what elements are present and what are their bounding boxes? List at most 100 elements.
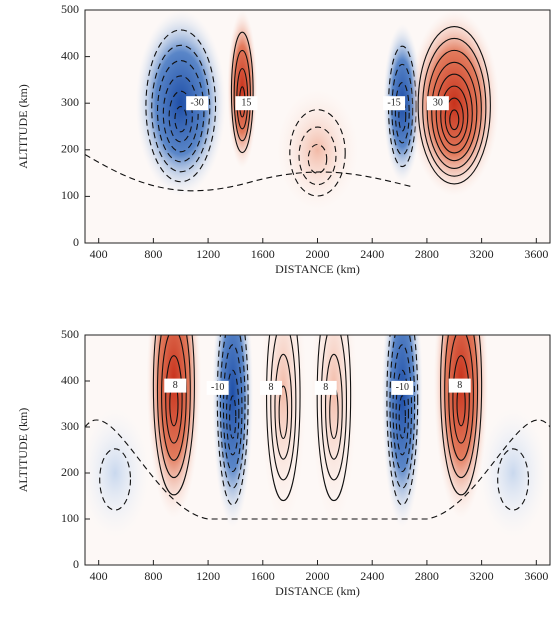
y-tick-label: 100 [61,511,79,525]
field [85,335,550,565]
x-tick-label: 1600 [251,569,275,583]
contour-label: 8 [457,380,462,391]
contour-line [156,335,191,479]
x-tick-label: 400 [90,569,108,583]
contour-line [151,44,211,173]
y-tick-label: 200 [61,465,79,479]
contour-line [435,73,473,154]
contour-line [226,369,240,456]
contour-label: -10 [211,382,224,393]
contour-label: 8 [323,382,328,393]
contour-line [85,419,550,520]
contour-label-box [164,378,187,393]
contour-label: 8 [269,382,274,393]
y-tick-label: 500 [61,2,79,16]
x-tick-label: 1200 [196,569,220,583]
x-tick-label: 1600 [251,247,275,261]
field-shading [433,335,489,519]
contour-line [274,353,293,460]
x-tick-label: 2400 [360,569,384,583]
contour-label-box [448,378,471,393]
contour-label-box [391,380,414,395]
contour-line [152,335,195,496]
contour-label: 15 [241,97,251,108]
contour-label-box [260,380,282,395]
contour-line [165,355,183,444]
y-tick-label: 0 [73,557,79,571]
y-tick-label: 500 [61,327,79,341]
y-tick-label: 0 [73,235,79,249]
contour-label-box [206,380,229,395]
contour-line [278,385,289,440]
contour-label-box [383,96,406,111]
contour-line [398,100,407,132]
contour-line [270,335,297,481]
contour-line [219,335,246,489]
y-tick-label: 100 [61,188,79,202]
x-tick-label: 2800 [415,569,439,583]
contour-label-box [426,96,449,111]
y-tick-label: 400 [61,373,79,387]
contour-line [161,335,187,461]
y-tick-label: 300 [61,95,79,109]
contour-line [497,448,530,511]
x-tick-label: 3200 [470,569,494,583]
contour-line [168,90,193,143]
contour-line [431,61,478,162]
contour-label-box [314,380,337,395]
contour-line [395,369,409,456]
field-shading [146,335,202,519]
contour-line [222,344,243,473]
x-tick-label: 3200 [470,247,494,261]
field-shading [276,89,359,211]
x-tick-label: 3600 [524,247,548,261]
field-shading [135,10,226,197]
contour-line [386,335,419,506]
contour-line [216,335,249,506]
contour-line [229,395,237,439]
contour-line [99,448,132,511]
x-tick-label: 1200 [196,247,220,261]
contour-line [398,395,406,439]
x-tick-label: 3600 [524,569,548,583]
contour-line [85,153,414,192]
contour-line [320,335,348,481]
field-shading [85,408,150,538]
contour-label: -30 [190,97,203,108]
x-tick-label: 2400 [360,247,384,261]
contour-line [449,109,460,131]
x-tick-label: 2000 [306,569,330,583]
contour-line [162,75,199,153]
x-tick-label: 2000 [306,247,330,261]
x-tick-label: 800 [144,247,162,261]
x-tick-label: 400 [90,247,108,261]
y-axis-label: ALTITUDE (km) [16,408,30,493]
contour-line [307,143,328,174]
field [85,10,550,243]
contour-label: 30 [433,97,443,108]
contour-line [324,353,343,460]
contour-line [316,335,352,502]
contour-line [298,126,337,186]
contour-line [394,82,410,144]
contour-line [422,37,487,177]
contour-line [444,335,479,479]
y-tick-label: 200 [61,142,79,156]
contour-line [440,335,483,496]
contour-line [145,29,217,183]
contour-line [389,335,416,489]
contour-line [417,26,491,185]
contour-label: -15 [387,97,400,108]
contour-line [230,31,254,154]
contour-label-box [186,96,209,111]
x-axis-label: DISTANCE (km) [275,584,360,598]
y-tick-label: 400 [61,48,79,62]
x-axis-label: DISTANCE (km) [275,262,360,276]
field-shading [478,408,548,538]
contour-line [156,60,205,163]
x-tick-label: 800 [144,569,162,583]
contour-line [266,335,301,502]
